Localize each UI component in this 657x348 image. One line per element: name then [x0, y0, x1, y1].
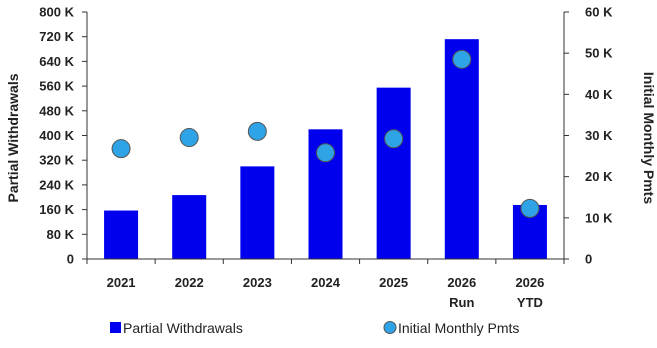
point-5 — [452, 49, 472, 69]
x-tick-label-4-0: 2025 — [379, 275, 408, 290]
y2-tick-label-5: 50 K — [585, 46, 613, 61]
bar-4 — [376, 87, 411, 259]
point-0 — [111, 139, 131, 159]
x-tick-label-6-1: YTD — [517, 295, 543, 310]
y-tick-label-8: 640 K — [39, 54, 74, 69]
y-tick-label-9: 720 K — [39, 29, 74, 44]
legend-swatch-partial-withdrawals — [110, 322, 121, 333]
x-tick-label-5-1: Run — [449, 295, 474, 310]
y-tick-label-3: 240 K — [39, 177, 74, 192]
x-tick-label-1-0: 2022 — [175, 275, 204, 290]
y-tick-label-0: 0 — [67, 252, 74, 267]
y-tick-label-10: 800 K — [39, 5, 74, 20]
legend-marker-initial-monthly-pmts — [383, 321, 397, 334]
y-tick-label-4: 320 K — [39, 153, 74, 168]
bar-0 — [104, 210, 139, 259]
y2-axis-title: Initial Monthly Pmts — [641, 72, 657, 204]
y-tick-label-1: 80 K — [47, 227, 75, 242]
y-tick-label-6: 480 K — [39, 103, 74, 118]
y2-tick-label-0: 0 — [585, 252, 592, 267]
legend-label-initial-monthly-pmts: Initial Monthly Pmts — [398, 320, 519, 336]
point-2 — [247, 121, 267, 141]
y2-tick-label-1: 10 K — [585, 210, 613, 225]
x-tick-label-0-0: 2021 — [107, 275, 136, 290]
y-axis-title: Partial Withdrawals — [5, 73, 21, 202]
point-6 — [520, 198, 540, 218]
x-tick-label-5-0: 2026 — [447, 275, 476, 290]
y2-tick-label-2: 20 K — [585, 169, 613, 184]
x-tick-label-3-0: 2024 — [311, 275, 341, 290]
tick-labels: 0 80 K 160 K 240 K 320 K 400 K 480 K 560 K 640 K… — [39, 5, 613, 311]
axes — [82, 11, 569, 264]
y-tick-label-2: 160 K — [39, 202, 74, 217]
legend: Partial Withdrawals Initial Monthly Pmts — [110, 320, 519, 336]
point-3 — [316, 143, 335, 163]
y2-tick-label-3: 30 K — [585, 128, 613, 143]
point-series — [111, 49, 540, 218]
y-tick-label-7: 560 K — [39, 79, 74, 94]
y2-tick-label-4: 40 K — [585, 87, 613, 102]
x-tick-label-6-0: 2026 — [515, 275, 544, 290]
bar-2 — [240, 166, 275, 259]
bar-1 — [172, 195, 207, 259]
point-4 — [384, 129, 404, 149]
x-tick-label-2-0: 2023 — [243, 275, 272, 290]
bar-5 — [444, 39, 479, 259]
y2-tick-label-6: 60 K — [585, 5, 613, 20]
y-tick-label-5: 400 K — [39, 128, 74, 143]
point-1 — [179, 128, 199, 148]
legend-label-partial-withdrawals: Partial Withdrawals — [123, 320, 243, 336]
